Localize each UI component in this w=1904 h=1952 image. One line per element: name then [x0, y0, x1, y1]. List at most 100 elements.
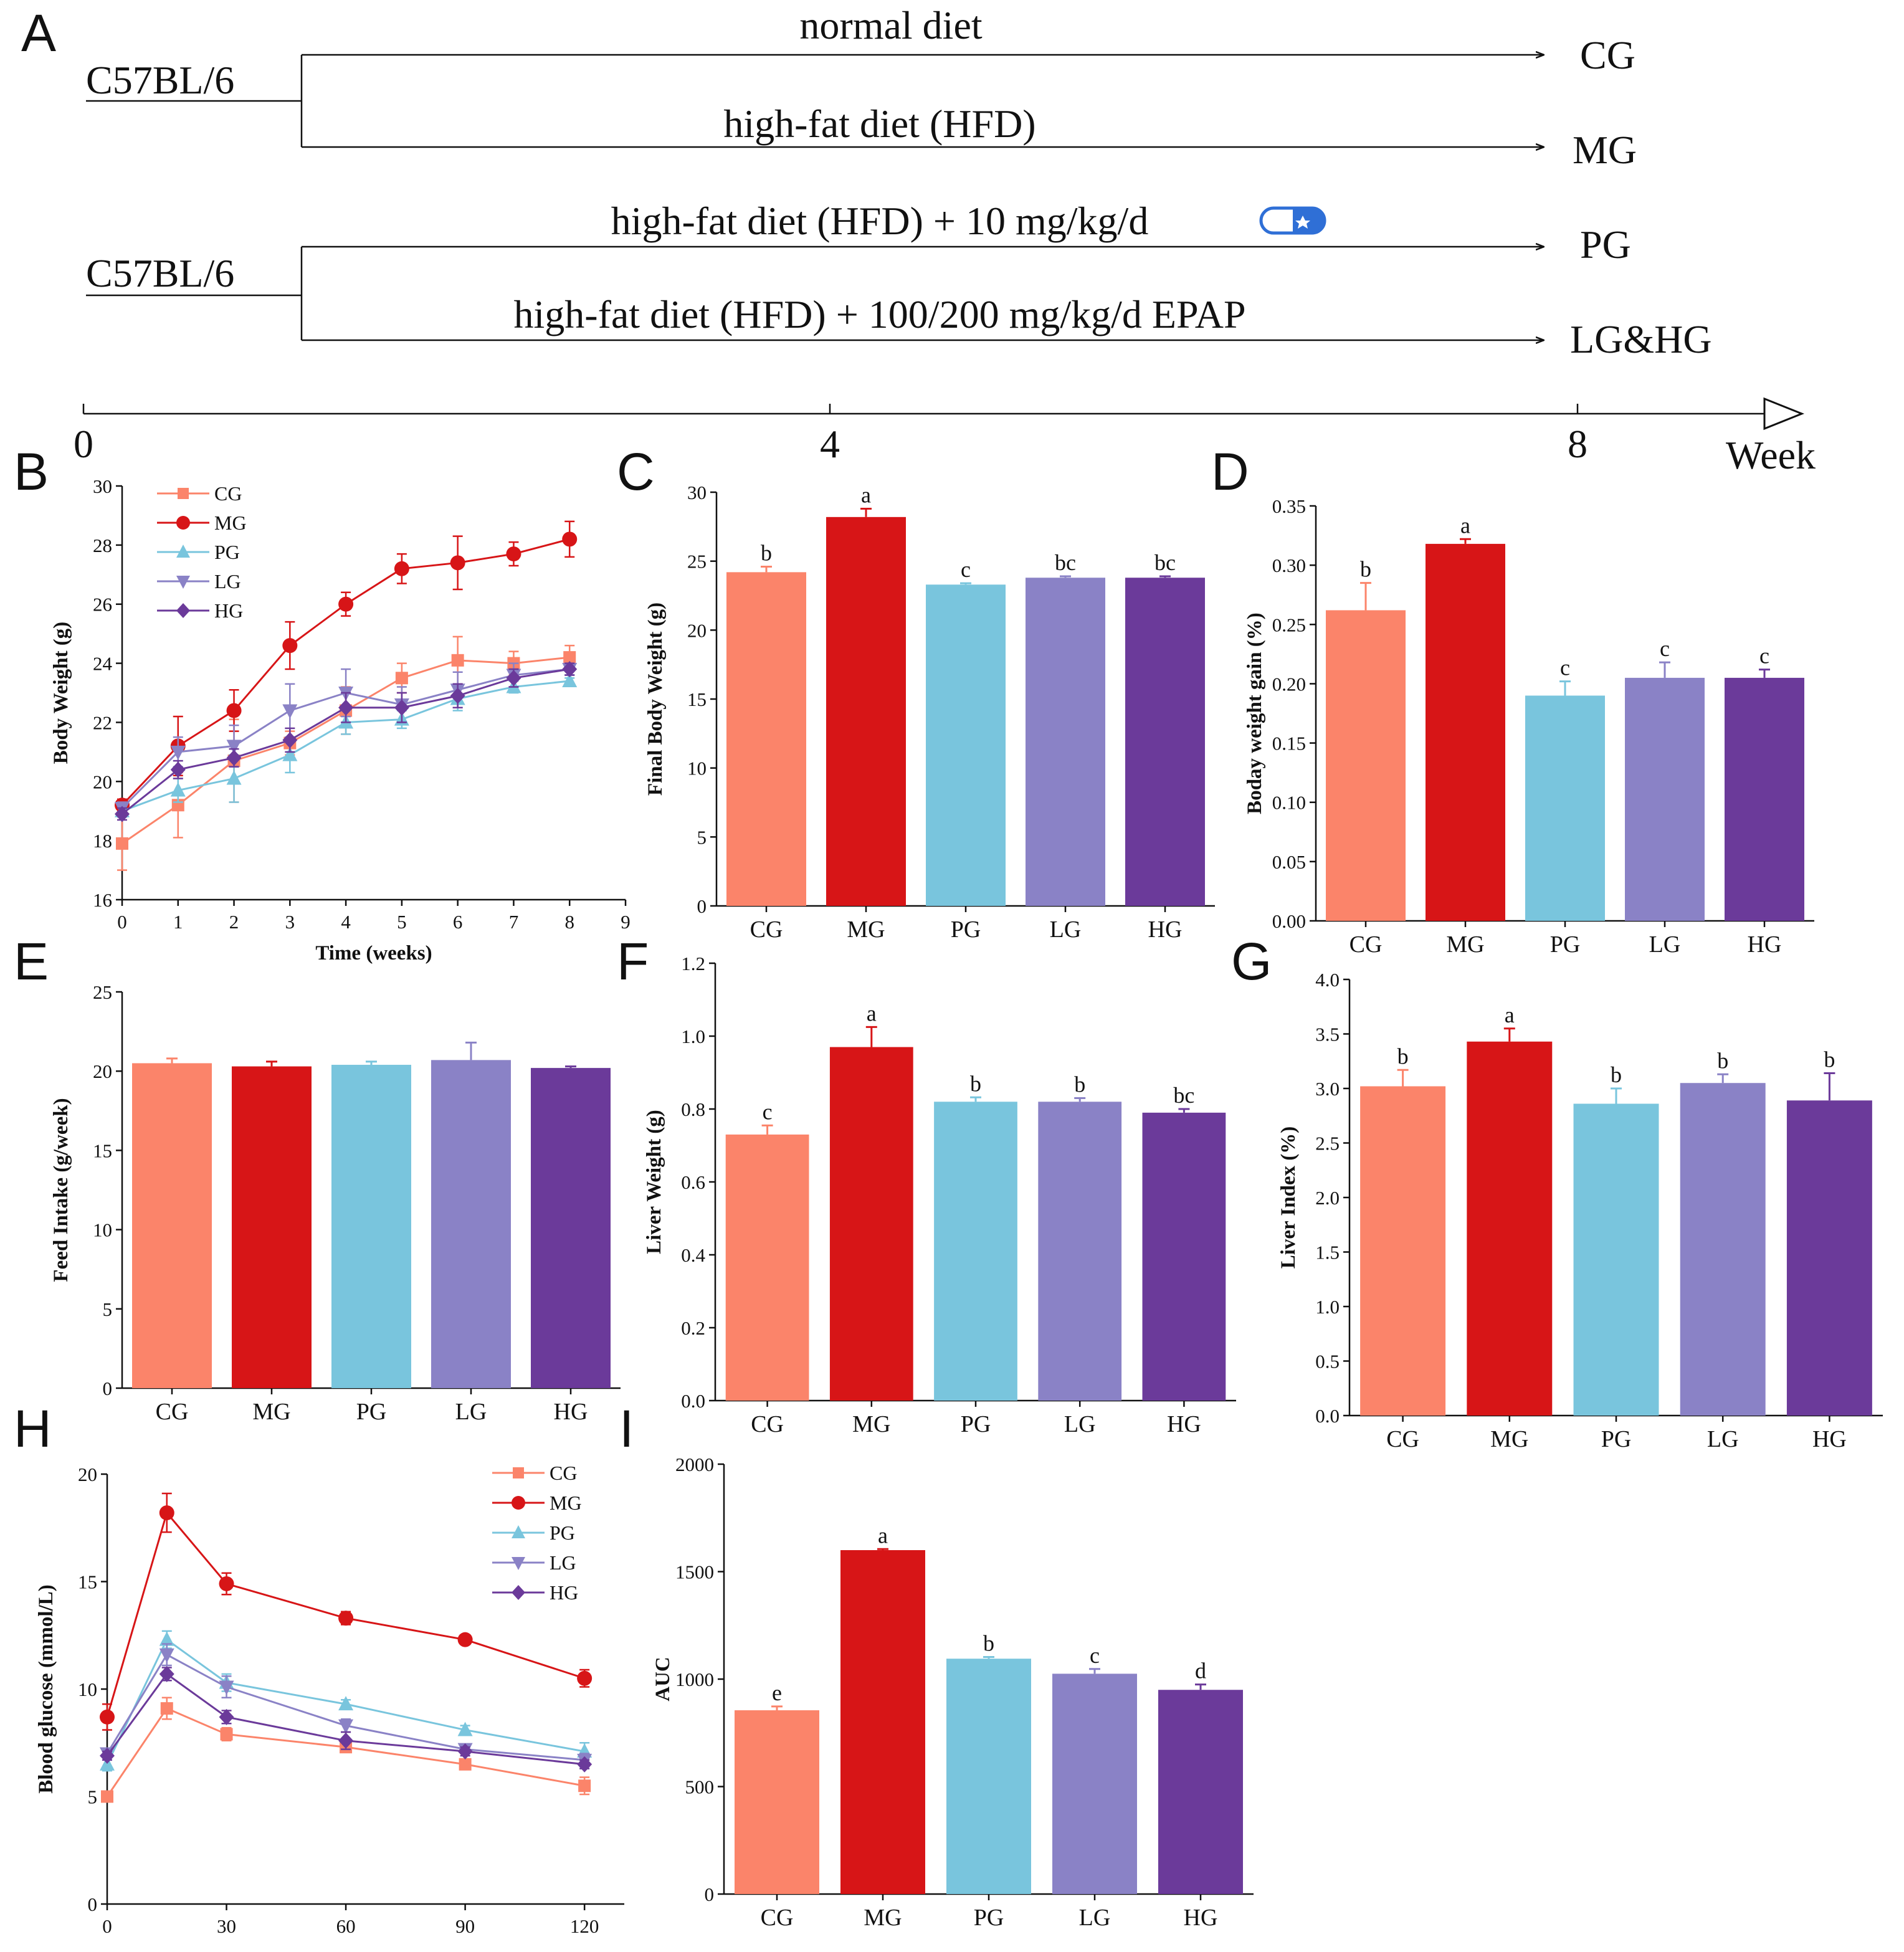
panel-label-c: C — [617, 442, 655, 501]
bar-cg — [735, 1710, 819, 1894]
data-point-hg — [338, 699, 354, 716]
data-point-mg — [159, 1505, 174, 1521]
data-point-pg — [457, 1721, 473, 1736]
x-tick-label-lg: LG — [1050, 916, 1082, 943]
x-tick-label-cg: CG — [1349, 931, 1383, 958]
data-point-pg — [159, 1631, 174, 1646]
y-tick-label: 5 — [697, 826, 707, 848]
significance-label: bc — [1154, 550, 1176, 575]
y-tick-label: 30 — [93, 475, 112, 497]
legend-marker-pg — [512, 1525, 525, 1538]
y-tick-label: 0 — [88, 1893, 98, 1915]
chart-blood-glucose: 0 5 10 15 20 Blood glucose (mmol/L) 0 30 60 90 120… — [35, 1462, 624, 1937]
y-tick-label: 5 — [88, 1786, 98, 1808]
x-tick-label-hg: HG — [1167, 1411, 1201, 1437]
y-tick-label: 20 — [93, 1060, 112, 1082]
timeline-axis: 0 4 8 Week — [74, 397, 1816, 477]
y-tick-label: 0.30 — [1272, 555, 1306, 576]
data-point-hg — [506, 670, 521, 687]
x-tick-label-mg: MG — [1490, 1426, 1528, 1452]
series-line-mg — [106, 1510, 585, 1718]
data-point-lg — [226, 740, 242, 755]
y-tick-label: 24 — [93, 653, 113, 675]
y-tick-label: 26 — [93, 594, 112, 616]
x-axis-title: Time (weeks) — [315, 942, 432, 964]
bar-lg — [1052, 1673, 1137, 1894]
chart-liver-weight: 0.0 0.2 0.4 0.6 0.8 1.0 1.2 Liver Weight (g) c CG… — [643, 953, 1236, 1437]
arm-label-epap: high-fat diet (HFD) + 100/200 mg/kg/d EP… — [513, 292, 1245, 336]
data-point-mg — [282, 638, 298, 654]
data-point-lg — [170, 745, 186, 760]
data-point-mg — [577, 1670, 593, 1686]
y-tick-label: 1500 — [675, 1561, 714, 1583]
x-tick-label-hg: HG — [1812, 1426, 1847, 1452]
significance-label: b — [1611, 1062, 1622, 1087]
data-point-cg — [459, 1758, 472, 1771]
x-tick-label: 8 — [564, 911, 574, 933]
y-tick-label: 20 — [93, 771, 112, 793]
bar-hg — [1158, 1690, 1243, 1894]
legend-marker-cg — [513, 1467, 524, 1478]
y-tick-label: 3.5 — [1315, 1024, 1340, 1045]
timeline-tick-8: 8 — [1568, 422, 1587, 466]
y-tick-label: 0.00 — [1272, 910, 1306, 932]
legend-label-pg: PG — [214, 541, 240, 563]
data-point-hg — [170, 761, 186, 778]
y-tick-label: 20 — [78, 1464, 97, 1485]
y-tick-label: 0.0 — [681, 1390, 705, 1412]
data-point-cg — [220, 1728, 233, 1741]
data-point-lg — [282, 704, 298, 719]
significance-label: c — [961, 557, 971, 582]
timeline-unit: Week — [1726, 433, 1816, 477]
bar-pg — [946, 1659, 1031, 1894]
significance-label: c — [1560, 655, 1570, 680]
data-point-lg — [219, 1680, 234, 1695]
y-tick-label: 0.6 — [681, 1171, 705, 1193]
bar-cg — [725, 1134, 809, 1401]
x-tick-label-pg: PG — [1601, 1426, 1632, 1452]
group-label-cg: CG — [1580, 33, 1635, 77]
y-axis-title: Body Weight (g) — [50, 622, 72, 764]
x-tick-label: 120 — [570, 1915, 599, 1937]
arm-label-positive-drug: high-fat diet (HFD) + 10 mg/kg/d — [611, 199, 1149, 243]
y-axis-title: AUC — [652, 1657, 674, 1702]
y-tick-label: 10 — [78, 1678, 97, 1700]
y-tick-label: 1.2 — [681, 953, 705, 974]
pill-icon — [1259, 206, 1326, 235]
data-point-pg — [338, 1696, 354, 1711]
y-tick-label: 0.2 — [681, 1317, 705, 1339]
bar-cg — [132, 1063, 212, 1388]
significance-label: a — [1460, 513, 1470, 538]
y-tick-label: 0.35 — [1272, 495, 1306, 517]
data-point-hg — [338, 1732, 354, 1749]
significance-label: c — [763, 1099, 773, 1124]
chart-body-weight-gain: 0.00 0.05 0.10 0.15 0.20 0.25 0.30 0.35 Boday we… — [1244, 495, 1814, 958]
panel-label-b: B — [14, 442, 49, 501]
series-line-pg — [106, 1638, 585, 1765]
legend-marker-hg — [176, 603, 190, 618]
x-tick-label-lg: LG — [455, 1399, 487, 1425]
y-tick-label: 0.10 — [1272, 792, 1306, 814]
bar-lg — [431, 1060, 511, 1388]
data-point-cg — [116, 837, 128, 850]
data-point-hg — [226, 750, 242, 766]
legend-marker-mg — [176, 516, 190, 530]
x-tick-label-cg: CG — [156, 1399, 189, 1425]
panel-label-g: G — [1231, 932, 1272, 991]
strain-label-top: C57BL/6 — [86, 58, 234, 102]
x-tick-label-mg: MG — [252, 1399, 290, 1425]
bar-pg — [1525, 695, 1605, 921]
bar-lg — [1680, 1083, 1766, 1416]
y-tick-label: 0.20 — [1272, 673, 1306, 695]
y-tick-label: 0 — [103, 1378, 113, 1399]
y-tick-label: 0.25 — [1272, 614, 1306, 636]
y-tick-label: 500 — [685, 1776, 715, 1798]
chart-feed-intake: 0 5 10 15 20 25 Feed Intake (g/week) CG MG PG LG HG — [50, 981, 621, 1425]
bar-lg — [1625, 677, 1705, 921]
x-tick-label-pg: PG — [951, 916, 981, 943]
data-point-cg — [101, 1790, 113, 1803]
data-point-mg — [338, 596, 354, 612]
significance-label: b — [761, 541, 772, 566]
data-point-mg — [226, 703, 242, 718]
legend-label-cg: CG — [550, 1462, 577, 1484]
